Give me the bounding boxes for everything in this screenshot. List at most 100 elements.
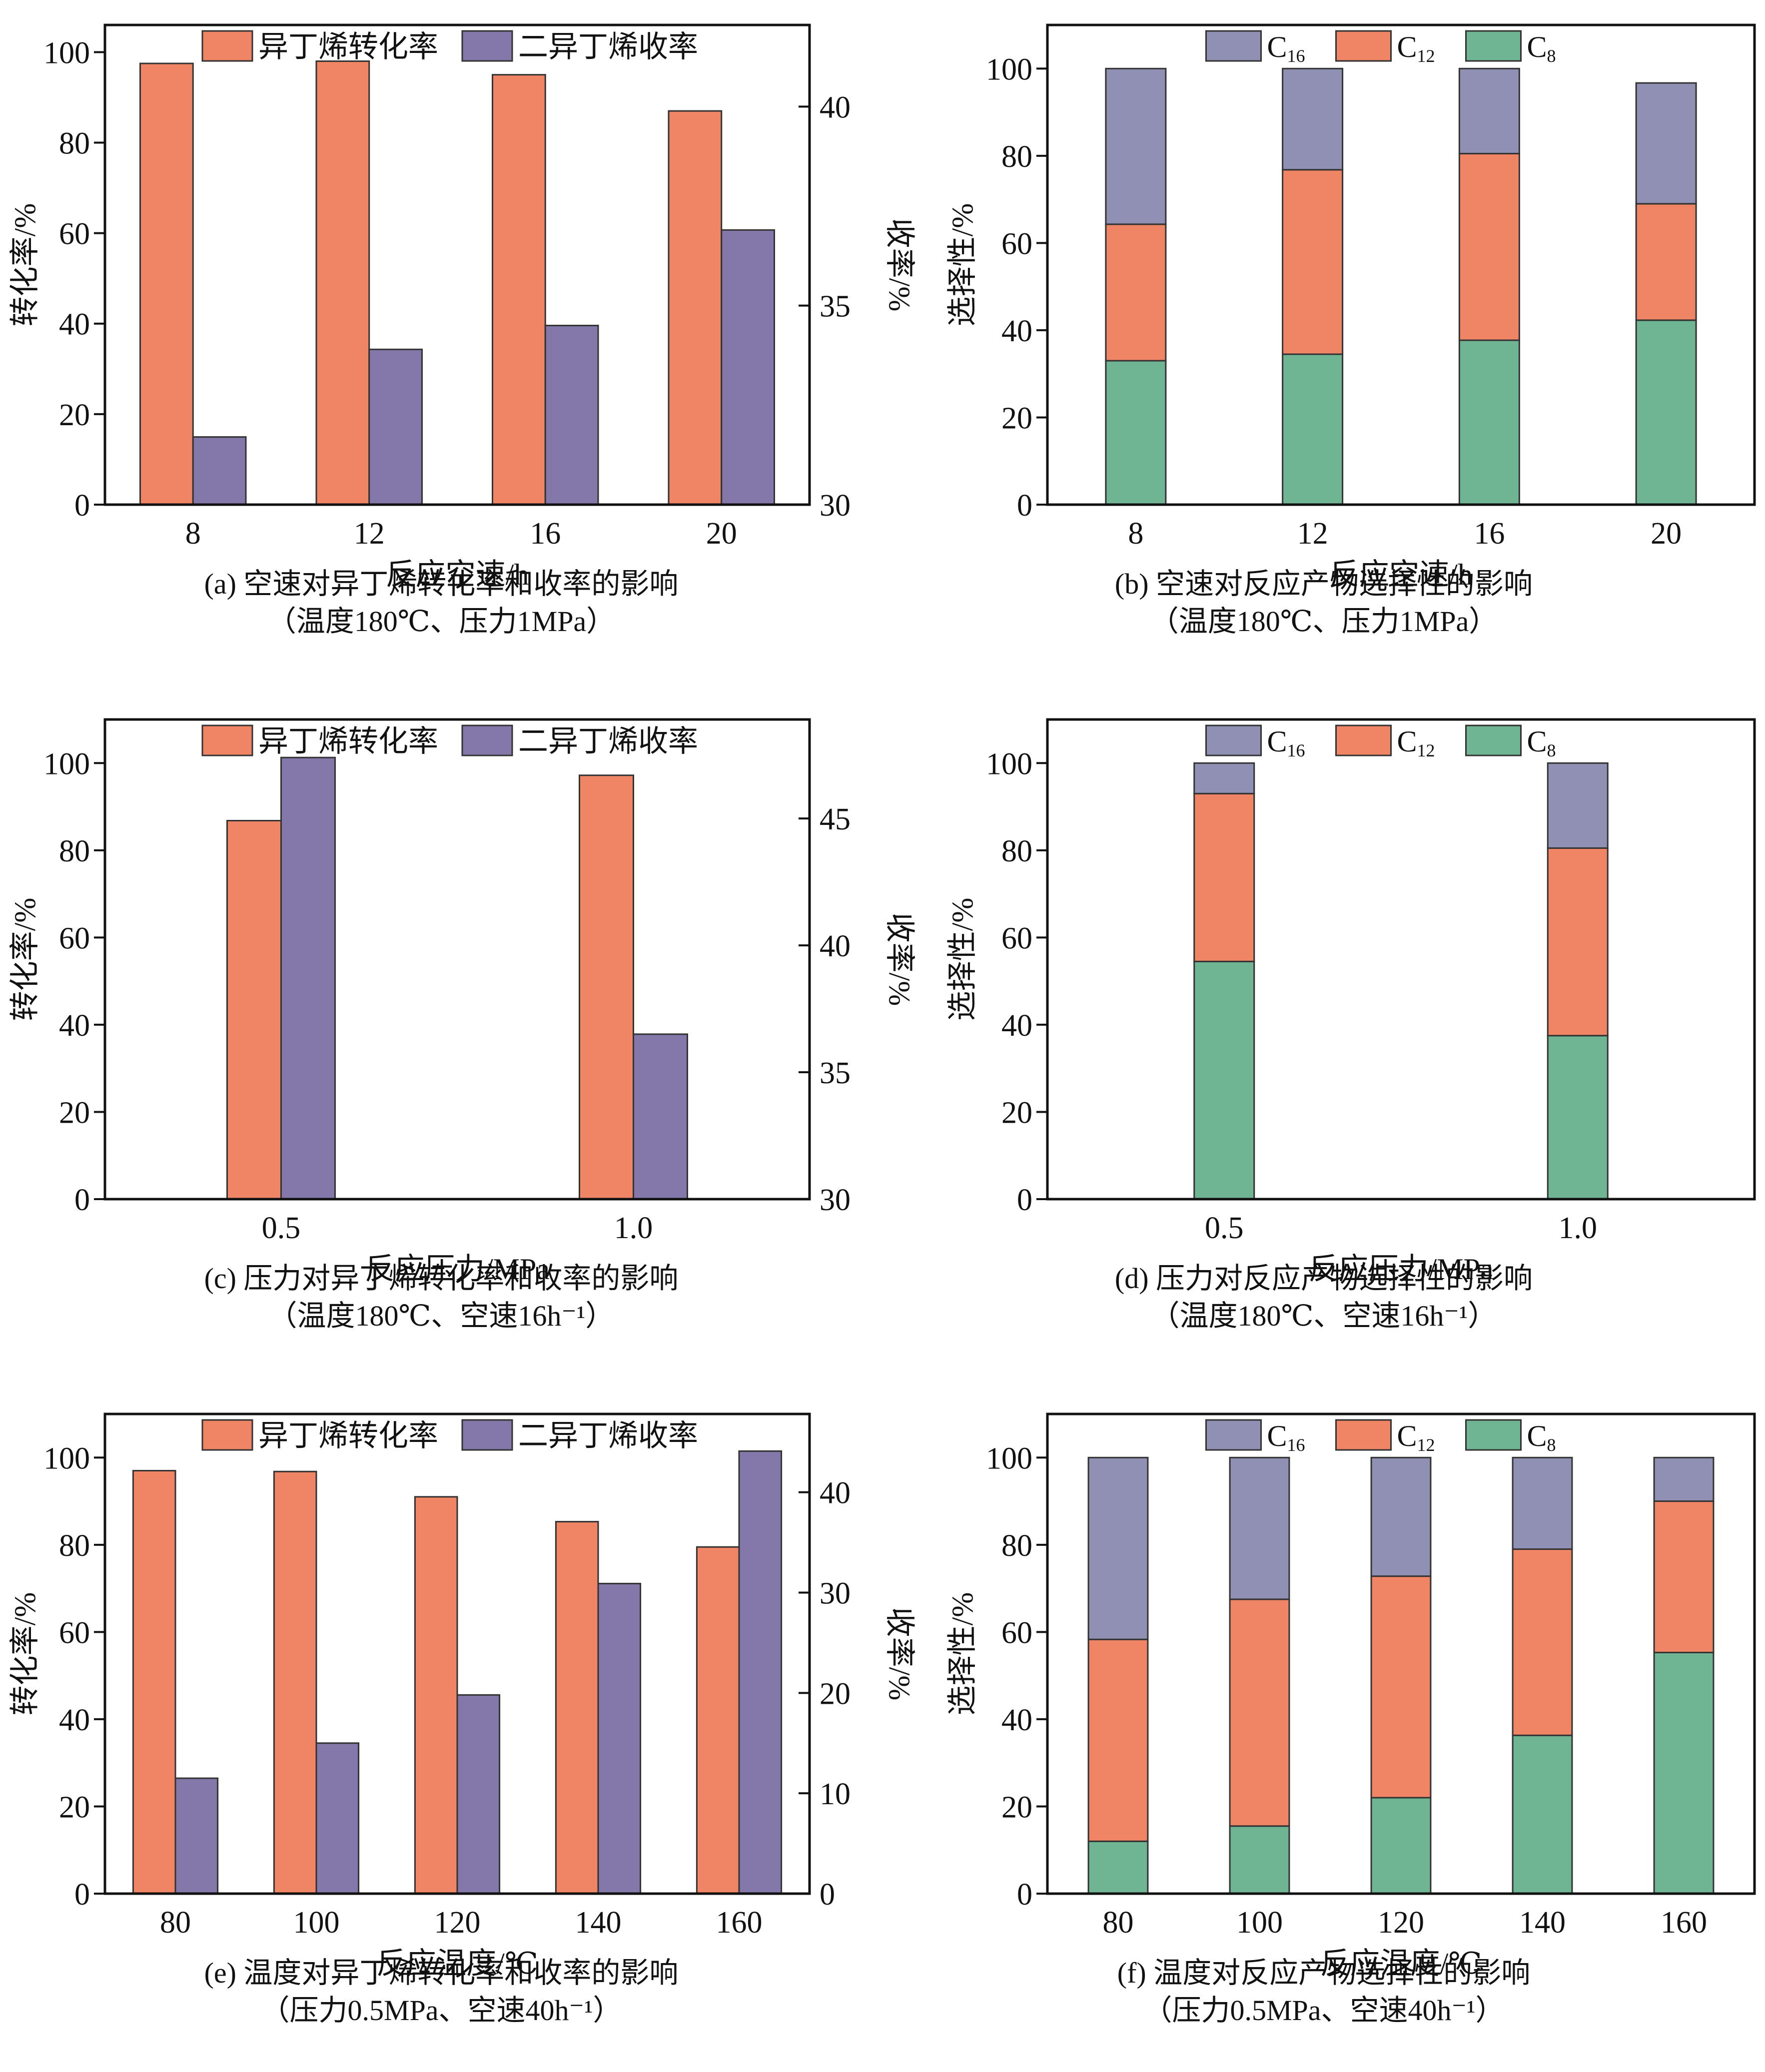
y-tick-label: 100 <box>43 36 90 70</box>
panel-f: 0 20 40 60 80 100 80 100 120 140 160 反应温度/℃ 选择性/% C16… <box>882 1389 1765 2072</box>
yield-bar-20 <box>721 229 775 506</box>
y-tick-label: 80 <box>1001 1529 1032 1563</box>
conversion-bar-20 <box>668 110 723 506</box>
chart-d: 0 20 40 60 80 100 0.5 1.0 反应压力/MPa 选择性/% C16 C12 C8 <box>946 718 1756 1286</box>
y-tick-label: 0 <box>74 1183 90 1217</box>
legend-label-C16: C16 <box>1267 30 1305 66</box>
x-tick-label: 100 <box>1236 1906 1283 1940</box>
y2-tick-label: 35 <box>820 290 851 324</box>
legend-swatch-0 <box>201 1419 253 1451</box>
y2-tick-label: 30 <box>820 1183 851 1217</box>
y-tick-label: 60 <box>1001 227 1032 261</box>
y-tick-label: 40 <box>59 1009 90 1043</box>
subcaption-d: （温度180℃、空速16h⁻¹） <box>1150 1300 1497 1332</box>
yield-bar-12 <box>368 348 423 506</box>
bar-C8-140 <box>1512 1734 1573 1895</box>
y-axis-label: 转化率/% <box>8 898 41 1021</box>
bar-C16-80 <box>1087 1456 1149 1640</box>
y2-tick-label: 35 <box>820 1056 851 1090</box>
x-tick-label: 1.0 <box>614 1211 653 1245</box>
y-tick-label: 40 <box>1001 314 1032 348</box>
x-tick-label: 20 <box>706 517 737 551</box>
y-tick-label: 100 <box>986 1441 1032 1475</box>
bar-C12-0.5 <box>1193 792 1255 962</box>
x-tick-label: 140 <box>1519 1906 1566 1940</box>
plot-frame <box>103 23 811 506</box>
chart-a: 0 20 40 60 80 100 30 35 40 收率/% 8 12 16 20 反应空速/h 转化率/%… <box>8 23 916 591</box>
plot-frame <box>1046 1412 1756 1895</box>
y-tick-label: 0 <box>74 1878 90 1912</box>
x-tick-label: 120 <box>1378 1906 1424 1940</box>
x-tick-label: 0.5 <box>262 1211 301 1245</box>
x-tick-label: 16 <box>1474 517 1505 551</box>
x-tick-label: 80 <box>1103 1906 1134 1940</box>
caption-a: (a) 空速对异丁烯转化率和收率的影响 <box>204 568 679 600</box>
bar-C16-160 <box>1653 1456 1715 1502</box>
x-tick-label: 8 <box>185 517 201 551</box>
x-tick-label: 20 <box>1651 517 1682 551</box>
x-tick-label: 120 <box>434 1906 481 1940</box>
y-tick-label: 60 <box>59 217 90 251</box>
caption-f: (f) 温度对反应产物选择性的影响 <box>1117 1957 1531 1989</box>
legend-swatch-C12 <box>1335 1419 1392 1451</box>
bar-C8-0.5 <box>1193 960 1255 1200</box>
y-axis-label: 选择性/% <box>946 898 979 1021</box>
y-tick-label: 100 <box>43 747 90 781</box>
conversion-bar-100 <box>273 1470 317 1895</box>
yield-bar-1.0 <box>633 1033 688 1200</box>
x-axis-label: 反应温度/℃ <box>376 1947 538 1980</box>
bar-C8-8 <box>1105 360 1167 506</box>
yield-bar-8 <box>192 436 247 506</box>
bar-C16-16 <box>1458 67 1520 154</box>
subcaption-e: （压力0.5MPa、空速40h⁻¹） <box>260 1994 622 2027</box>
conversion-bar-160 <box>696 1546 740 1895</box>
bar-C8-20 <box>1635 319 1697 506</box>
y-tick-label: 0 <box>1017 1183 1032 1217</box>
bar-C12-8 <box>1105 223 1167 362</box>
caption-e: (e) 温度对异丁烯转化率和收率的影响 <box>204 1957 679 1989</box>
y-tick-label: 100 <box>986 747 1032 781</box>
y-tick-label: 60 <box>59 1616 90 1650</box>
y-tick-label: 20 <box>1001 1096 1032 1130</box>
x-axis-label: 反应压力/MPa <box>365 1253 550 1286</box>
bar-C8-160 <box>1653 1651 1715 1895</box>
y2-tick-label: 30 <box>820 489 851 523</box>
y-axis-label: 转化率/% <box>8 203 41 327</box>
bar-C16-12 <box>1282 67 1344 171</box>
x-axis-label: 反应空速/h <box>386 558 529 591</box>
bar-C12-160 <box>1653 1500 1715 1653</box>
x-tick-label: 100 <box>293 1906 340 1940</box>
legend-label-1: 二异丁烯收率 <box>518 1419 698 1452</box>
legend-swatch-1 <box>461 1419 513 1451</box>
y-tick-label: 80 <box>59 126 90 160</box>
yield-bar-0.5 <box>280 756 336 1200</box>
x-axis-label: 反应温度/℃ <box>1320 1947 1482 1980</box>
plot-frame <box>1046 718 1756 1201</box>
x-tick-label: 8 <box>1128 517 1143 551</box>
bar-C16-120 <box>1370 1456 1432 1577</box>
bar-C16-1.0 <box>1547 762 1609 849</box>
y2-tick-label: 10 <box>820 1777 851 1811</box>
conversion-bar-8 <box>139 62 194 506</box>
y-tick-label: 40 <box>1001 1703 1032 1737</box>
x-tick-label: 160 <box>1661 1906 1707 1940</box>
yield-bar-16 <box>544 324 599 506</box>
x-tick-label: 160 <box>716 1906 763 1940</box>
bar-C12-1.0 <box>1547 847 1609 1037</box>
y2-tick-label: 40 <box>820 1476 851 1510</box>
bar-C8-80 <box>1087 1840 1149 1895</box>
y2-axis-label: 收率/% <box>883 913 916 1006</box>
legend-swatch-1 <box>461 30 513 62</box>
legend-swatch-C16 <box>1205 724 1262 756</box>
legend-label-1: 二异丁烯收率 <box>518 725 698 758</box>
y-tick-label: 0 <box>1017 1878 1032 1912</box>
y-tick-label: 40 <box>1001 1009 1032 1043</box>
conversion-bar-80 <box>132 1469 176 1895</box>
bar-C16-140 <box>1512 1456 1573 1550</box>
bar-C12-140 <box>1512 1548 1573 1736</box>
panel-c: 0 20 40 60 80 100 30 35 40 45 收率/% 0.5 1.0 反应压力/MPa 转化… <box>0 694 916 1378</box>
plot-frame <box>103 718 811 1201</box>
y2-tick-label: 30 <box>820 1576 851 1610</box>
panel-e: 0 20 40 60 80 100 0 10 20 30 40 收率/% 80 100 120 140 160 反… <box>0 1389 916 2072</box>
legend-swatch-C8 <box>1465 1419 1522 1451</box>
